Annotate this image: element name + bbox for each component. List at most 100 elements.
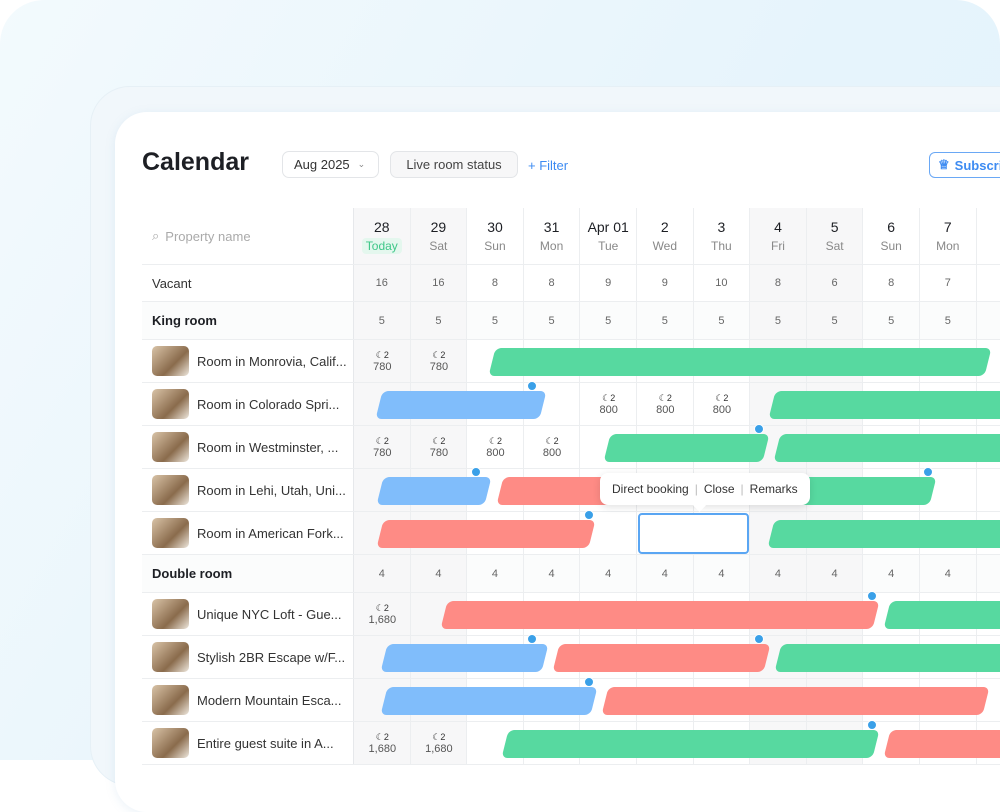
room-name-cell[interactable]: Stylish 2BR Escape w/F... (142, 636, 354, 678)
clock-icon[interactable] (583, 510, 594, 520)
clock-icon[interactable] (866, 720, 877, 730)
selected-cells[interactable] (638, 513, 750, 554)
booking-bar-green[interactable] (488, 348, 992, 376)
day-cell[interactable] (977, 302, 1000, 339)
day-cell[interactable]: 8 (467, 265, 524, 301)
day-cell[interactable]: 10 (694, 265, 751, 301)
day-cell[interactable]: 5 (694, 302, 751, 339)
subscribe-button[interactable]: ♕ Subscri (929, 152, 1000, 178)
day-cell[interactable] (694, 383, 751, 425)
day-cell[interactable] (354, 426, 411, 468)
room-name-cell[interactable]: Room in American Fork... (142, 512, 354, 554)
clock-icon[interactable] (753, 424, 764, 434)
live-room-status-button[interactable]: Live room status (390, 151, 518, 178)
day-cell[interactable]: 4 (354, 555, 411, 592)
booking-bar-green[interactable] (603, 434, 770, 462)
booking-bar-green[interactable] (883, 601, 1000, 629)
booking-bar-red[interactable] (601, 687, 990, 715)
day-cell[interactable] (354, 593, 411, 635)
clock-icon[interactable] (470, 467, 481, 477)
day-cell[interactable]: 5 (467, 302, 524, 339)
day-cell[interactable]: 4 (524, 555, 581, 592)
booking-bar-blue[interactable] (376, 477, 492, 505)
date-header-cell[interactable]: 3 Thu (694, 208, 751, 264)
tooltip-close[interactable]: Close (703, 482, 735, 496)
day-cell[interactable]: 4 (637, 555, 694, 592)
room-name-cell[interactable]: Room in Westminster, ... (142, 426, 354, 468)
date-header-cell[interactable]: 5 Sat (806, 208, 864, 264)
clock-icon[interactable] (866, 591, 877, 601)
day-cell[interactable] (580, 383, 637, 425)
day-cell[interactable]: 8 (750, 265, 807, 301)
day-cell[interactable]: 4 (750, 555, 807, 592)
date-header-cell[interactable]: 30 Sun (467, 208, 524, 264)
day-cell[interactable] (694, 512, 751, 554)
day-cell[interactable] (977, 555, 1000, 592)
day-cell[interactable]: 5 (580, 302, 637, 339)
day-cell[interactable]: 16 (410, 265, 468, 301)
booking-bar-red[interactable] (883, 730, 1000, 758)
day-cell[interactable]: 5 (354, 302, 411, 339)
booking-bar-blue[interactable] (380, 687, 598, 715)
day-cell[interactable] (410, 426, 468, 468)
date-header-cell[interactable]: 4 Fri (750, 208, 807, 264)
booking-bar-red[interactable] (440, 601, 880, 629)
day-cell[interactable]: 5 (806, 302, 864, 339)
day-cell[interactable] (467, 426, 524, 468)
booking-bar-blue[interactable] (380, 644, 549, 672)
day-cell[interactable]: 4 (863, 555, 920, 592)
booking-bar-green[interactable] (773, 434, 1000, 462)
day-cell[interactable]: 8 (863, 265, 920, 301)
clock-icon[interactable] (527, 381, 538, 391)
date-header-cell[interactable]: Apr 01 Tue (580, 208, 637, 264)
room-name-cell[interactable]: Room in Colorado Spri... (142, 383, 354, 425)
day-cell[interactable] (637, 383, 694, 425)
day-cell[interactable]: 5 (920, 302, 977, 339)
tooltip-remarks[interactable]: Remarks (749, 482, 798, 496)
room-name-cell[interactable]: Unique NYC Loft - Gue... (142, 593, 354, 635)
day-cell[interactable]: 5 (524, 302, 581, 339)
day-cell[interactable]: 4 (806, 555, 864, 592)
day-cell[interactable]: 9 (637, 265, 694, 301)
day-cell[interactable]: 16 (354, 265, 411, 301)
day-cell[interactable] (524, 383, 581, 425)
day-cell[interactable] (977, 265, 1000, 301)
room-name-cell[interactable]: Entire guest suite in A... (142, 722, 354, 764)
booking-bar-red[interactable] (552, 644, 771, 672)
date-header-cell[interactable]: T (977, 208, 1000, 264)
date-header-cell[interactable]: 28 Today (354, 208, 411, 264)
day-cell[interactable]: 4 (467, 555, 524, 592)
day-cell[interactable] (354, 340, 411, 382)
day-cell[interactable]: 5 (637, 302, 694, 339)
booking-bar-green[interactable] (768, 391, 1000, 419)
room-name-cell[interactable]: Room in Monrovia, Calif... (142, 340, 354, 382)
room-name-cell[interactable]: Modern Mountain Esca... (142, 679, 354, 721)
booking-bar-green[interactable] (774, 644, 1000, 672)
date-header-cell[interactable]: 31 Mon (524, 208, 581, 264)
clock-icon[interactable] (527, 634, 538, 644)
day-cell[interactable]: 5 (410, 302, 468, 339)
date-header-cell[interactable]: 6 Sun (863, 208, 920, 264)
date-header-cell[interactable]: 2 Wed (637, 208, 694, 264)
search-input[interactable]: Property name (165, 228, 251, 244)
date-header-cell[interactable]: 7 Mon (920, 208, 977, 264)
booking-bar-green[interactable] (767, 520, 1000, 548)
day-cell[interactable] (920, 469, 977, 511)
clock-icon[interactable] (753, 634, 764, 644)
clock-icon[interactable] (583, 677, 594, 687)
day-cell[interactable]: 7 (920, 265, 977, 301)
booking-bar-green[interactable] (501, 730, 880, 758)
day-cell[interactable] (977, 469, 1000, 511)
date-header-cell[interactable]: 29 Sat (410, 208, 468, 264)
booking-bar-blue[interactable] (375, 391, 547, 419)
day-cell[interactable]: 4 (580, 555, 637, 592)
tooltip-direct-booking[interactable]: Direct booking (612, 482, 689, 496)
search-field[interactable]: ⌕ Property name (142, 208, 354, 264)
day-cell[interactable]: 4 (410, 555, 468, 592)
day-cell[interactable]: 8 (524, 265, 581, 301)
day-cell[interactable] (410, 340, 468, 382)
day-cell[interactable]: 5 (863, 302, 920, 339)
clock-icon[interactable] (923, 467, 934, 477)
day-cell[interactable] (580, 512, 637, 554)
add-filter-link[interactable]: + Filter (528, 158, 569, 173)
